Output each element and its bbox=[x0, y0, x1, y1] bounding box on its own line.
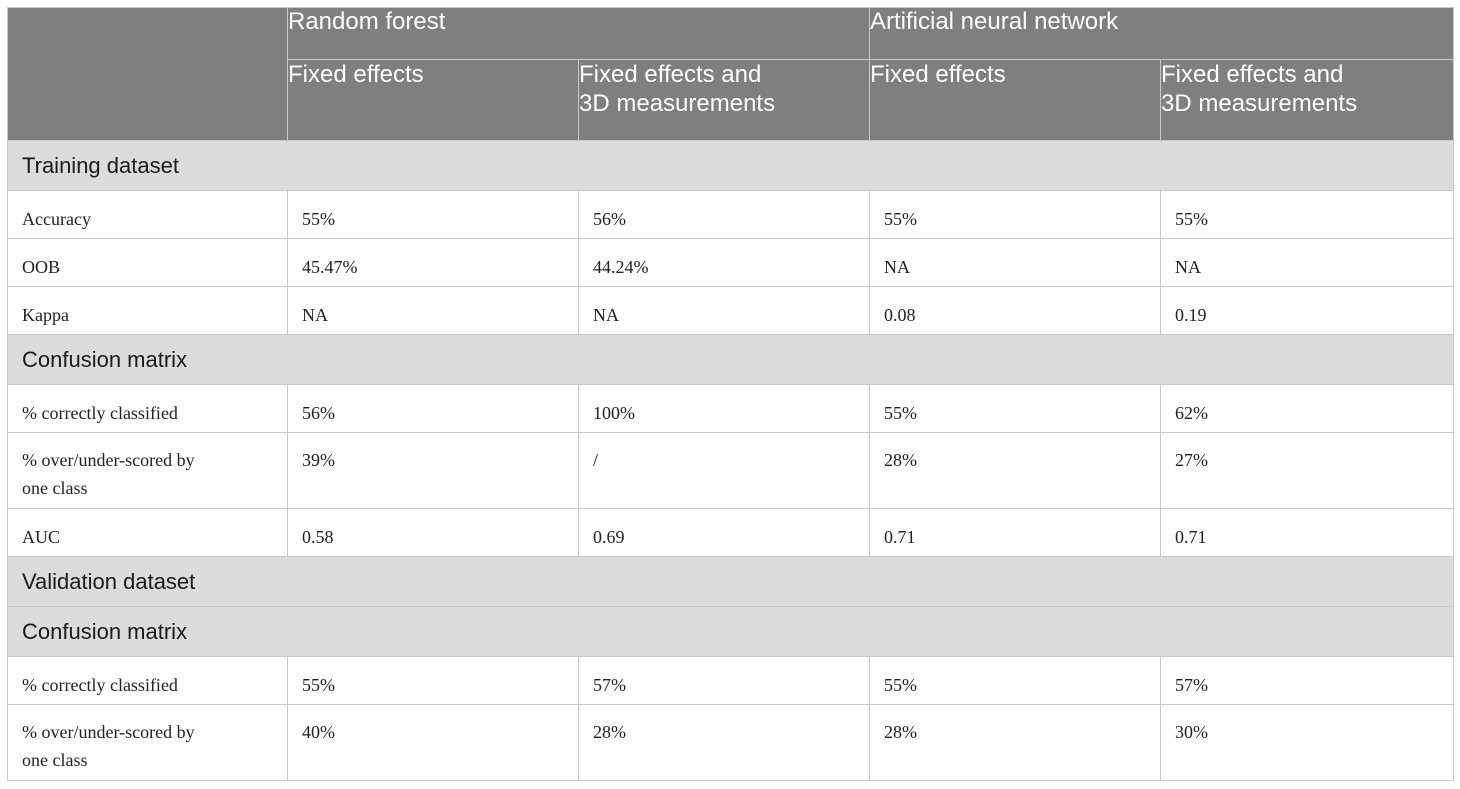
section-row: Confusion matrix bbox=[6, 606, 1455, 657]
table-cell: 28% bbox=[578, 704, 870, 781]
table-cell: 55% bbox=[1159, 190, 1455, 239]
table-cell: 56% bbox=[578, 190, 870, 239]
table-cell: 0.58 bbox=[287, 508, 579, 557]
row-label: OOB bbox=[7, 238, 288, 287]
section-title: Training dataset bbox=[6, 140, 1455, 191]
table-row: Kappa NA NA 0.08 0.19 bbox=[7, 286, 1455, 335]
table-cell: 55% bbox=[287, 190, 579, 239]
table-cell: 0.71 bbox=[869, 508, 1161, 557]
results-table: Random forest Artificial neural network … bbox=[6, 7, 1455, 781]
table-row: % over/under-scored by one class 39%/28% 27… bbox=[7, 432, 1455, 509]
table-cell: 28% bbox=[869, 704, 1161, 781]
row-label: Kappa bbox=[7, 286, 288, 335]
table-cell: 30% bbox=[1159, 704, 1455, 781]
table-cell: 0.08 bbox=[869, 286, 1161, 335]
table-row: % correctly classified 55% 57% 55% 57% bbox=[7, 656, 1455, 705]
header-subcolumn: Fixed effects bbox=[287, 59, 579, 141]
header-subcolumn: Fixed effects and 3D measurements bbox=[578, 59, 870, 141]
section-row: Confusion matrix bbox=[6, 334, 1455, 385]
row-label: % over/under-scored by one class bbox=[7, 704, 288, 781]
table-cell: 57% bbox=[578, 656, 870, 705]
section-row: Validation dataset bbox=[6, 556, 1455, 607]
table-cell: 55% bbox=[287, 656, 579, 705]
table-cell: / bbox=[578, 432, 870, 509]
table-row: Accuracy 55% 56% 55% 55% bbox=[7, 190, 1455, 239]
table-cell: 55% bbox=[869, 656, 1161, 705]
table-cell: 27% bbox=[1159, 432, 1455, 509]
header-group-random-forest: Random forest bbox=[287, 7, 870, 60]
table-row: % over/under-scored by one class 40% 28% 28%… bbox=[7, 704, 1455, 781]
table-cell: 56% bbox=[287, 384, 579, 433]
row-label: % correctly classified bbox=[7, 384, 288, 433]
table-row: AUC 0.58 0.69 0.71 0.71 bbox=[7, 508, 1455, 557]
header-subcolumn: Fixed effects and 3D measurements bbox=[1159, 59, 1455, 141]
table-cell: 55% bbox=[869, 190, 1161, 239]
table-cell: 39% bbox=[287, 432, 579, 509]
table-cell: 57% bbox=[1159, 656, 1455, 705]
header-row-groups: Random forest Artificial neural network bbox=[7, 7, 1455, 141]
table-cell: 55% bbox=[869, 384, 1161, 433]
section-title: Validation dataset bbox=[6, 556, 1455, 607]
table-cell: NA bbox=[869, 238, 1161, 287]
header-row-subcolumns: Fixed effects Fixed effects and 3D measur… bbox=[8, 59, 1455, 141]
row-label: AUC bbox=[7, 508, 288, 557]
table-cell: 100% bbox=[578, 384, 870, 433]
section-row: Training dataset bbox=[6, 140, 1455, 191]
table-cell: 0.19 bbox=[1159, 286, 1455, 335]
section-title: Confusion matrix bbox=[6, 606, 1455, 657]
row-label: Accuracy bbox=[7, 190, 288, 239]
table-cell: 0.69 bbox=[578, 508, 870, 557]
table-cell: 62% bbox=[1159, 384, 1455, 433]
table-row: % correctly classified 56% 100% 55% 62% bbox=[7, 384, 1455, 433]
table-row: OOB 45.47% 44.24% NA NA bbox=[7, 238, 1455, 287]
table-cell: 40% bbox=[287, 704, 579, 781]
row-label: % correctly classified bbox=[7, 656, 288, 705]
row-label: % over/under-scored by one class bbox=[7, 432, 288, 509]
table-cell: 28% bbox=[869, 432, 1161, 509]
table-header: Random forest Artificial neural network … bbox=[7, 7, 1455, 141]
section-title: Confusion matrix bbox=[6, 334, 1455, 385]
table-cell: 44.24% bbox=[578, 238, 870, 287]
table-cell: NA bbox=[287, 286, 579, 335]
table-cell: NA bbox=[1159, 238, 1455, 287]
table-cell: NA bbox=[578, 286, 870, 335]
table-cell: 0.71 bbox=[1159, 508, 1455, 557]
table-body: Training dataset Accuracy 55% 56% 55% 55% OOB 4… bbox=[6, 140, 1455, 781]
header-subcolumn: Fixed effects bbox=[869, 59, 1161, 141]
header-corner-cell bbox=[7, 7, 288, 141]
header-group-ann: Artificial neural network bbox=[868, 7, 1455, 60]
table-cell: 45.47% bbox=[287, 238, 579, 287]
